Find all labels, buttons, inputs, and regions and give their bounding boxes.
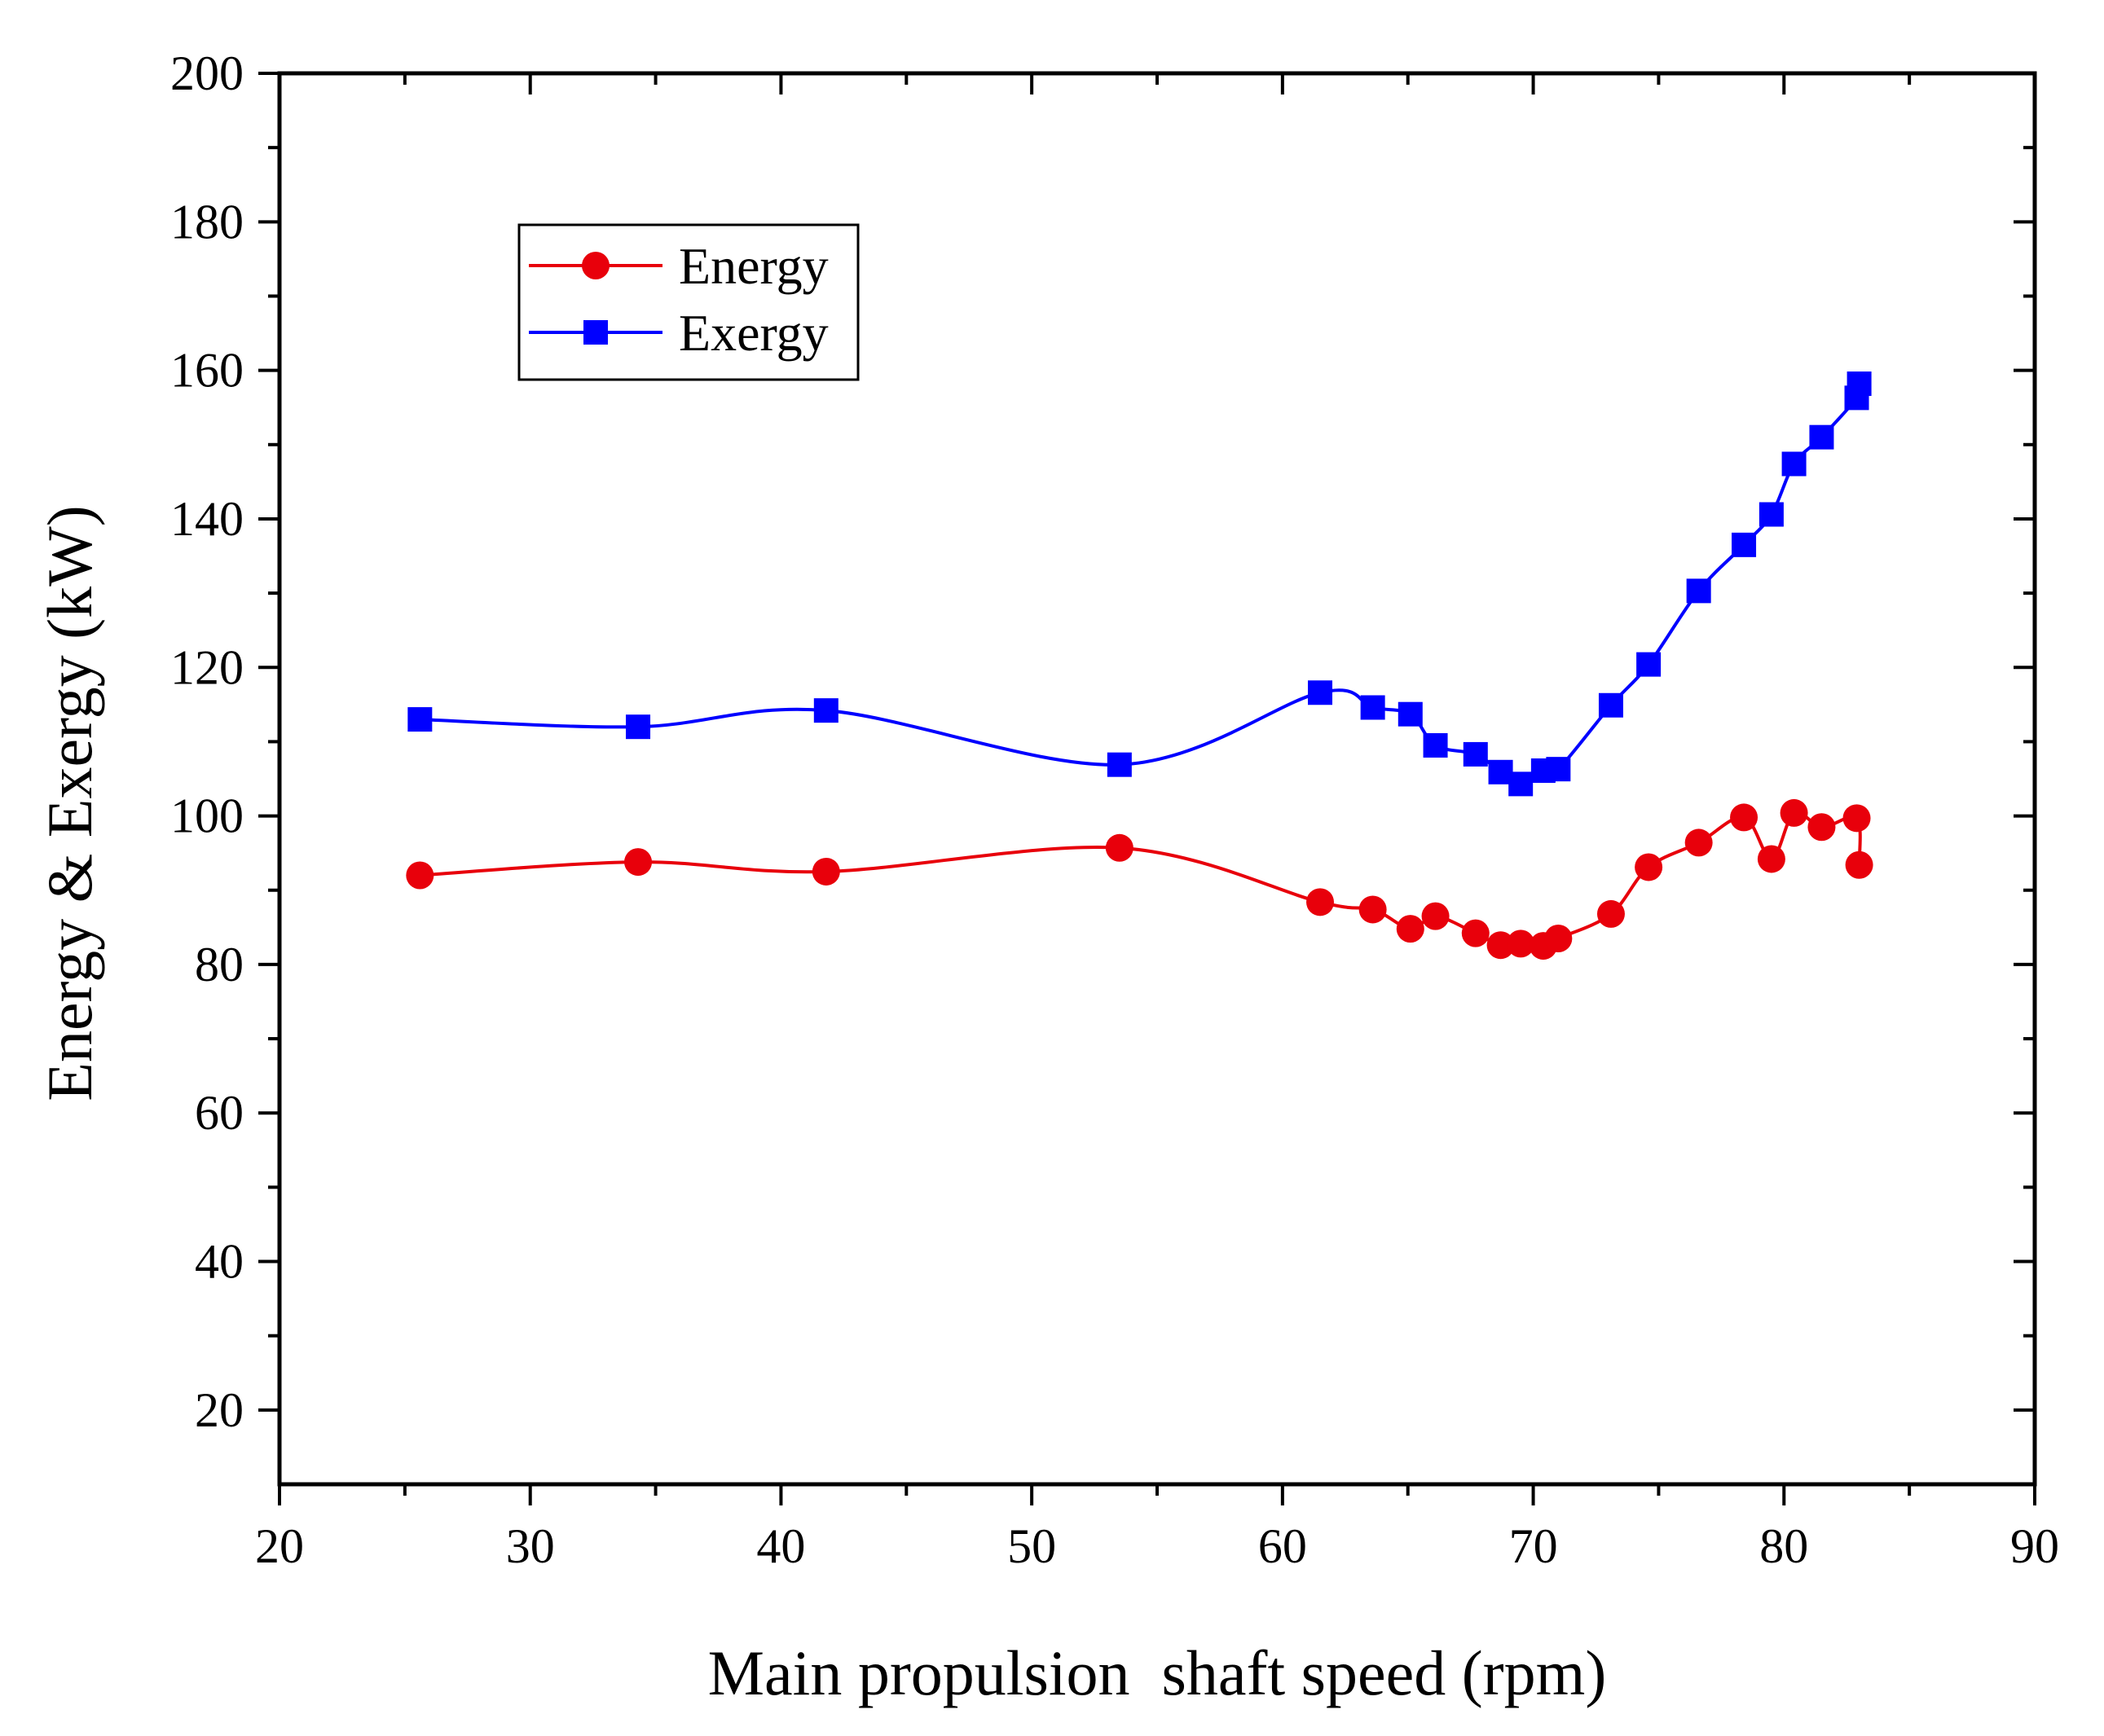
exergy-point — [1847, 371, 1872, 397]
energy-point — [624, 848, 653, 877]
x-tick-label: 80 — [1759, 1519, 1808, 1573]
y-tick-label: 200 — [170, 46, 244, 100]
legend-box — [517, 223, 860, 381]
exergy-point — [1809, 424, 1834, 450]
x-tick-label: 20 — [255, 1519, 304, 1573]
energy-point — [406, 861, 434, 890]
y-tick-label: 140 — [170, 492, 244, 546]
exergy-point — [1423, 732, 1448, 758]
ticks-layer — [258, 72, 2036, 1505]
energy-point — [1635, 853, 1663, 881]
exergy-point — [1598, 692, 1623, 718]
exergy-point — [1781, 451, 1807, 477]
exergy-point — [1107, 752, 1132, 777]
energy-point — [1396, 915, 1424, 943]
y-axis-title: Energy & Exergy (kW) — [34, 505, 105, 1101]
energy-point — [1306, 888, 1335, 916]
energy-point — [1544, 924, 1573, 952]
series-layer — [406, 371, 1873, 960]
energy-point — [1461, 919, 1490, 947]
energy-point — [1684, 828, 1713, 857]
x-tick-label: 30 — [506, 1519, 555, 1573]
energy-point — [1730, 803, 1758, 832]
exergy-point — [626, 714, 651, 740]
y-tick-label: 180 — [170, 195, 244, 248]
exergy-point — [1758, 502, 1784, 527]
x-tick-label: 50 — [1007, 1519, 1056, 1573]
legend-label-exergy: Exergy — [679, 304, 829, 362]
x-tick-label: 40 — [756, 1519, 805, 1573]
energy-point — [1421, 902, 1450, 930]
y-tick-label: 80 — [195, 938, 244, 991]
exergy-point — [1686, 578, 1711, 604]
x-tick-label: 60 — [1258, 1519, 1307, 1573]
energy-point — [1105, 833, 1133, 862]
energy-point — [1596, 899, 1625, 928]
energy-point — [1807, 813, 1836, 842]
legend-label-energy: Energy — [679, 237, 829, 295]
y-tick-label: 160 — [170, 344, 244, 398]
energy-point — [1486, 931, 1515, 960]
exergy-point — [1398, 701, 1423, 727]
energy-point — [1845, 850, 1873, 879]
y-tick-label: 100 — [170, 789, 244, 843]
y-tick-label: 40 — [195, 1235, 244, 1289]
exergy-point — [1508, 771, 1534, 797]
x-axis-title: Main propulsion shaft speed (rpm) — [708, 1637, 1607, 1708]
exergy-point — [407, 707, 433, 732]
energy-point — [1780, 798, 1808, 827]
energy-point — [1358, 895, 1387, 924]
energy-point — [1842, 804, 1871, 833]
exergy-point — [813, 698, 839, 723]
exergy-point — [1463, 741, 1488, 767]
exergy-point — [1546, 757, 1571, 782]
y-tick-label: 120 — [170, 640, 244, 694]
exergy-point — [1308, 680, 1333, 705]
exergy-point — [1636, 652, 1662, 677]
y-tick-label: 60 — [195, 1086, 244, 1140]
tick-labels-layer: 20 30 40 50 60 70 80 90 20 40 60 80 100 120 140 160 180 2… — [170, 46, 2059, 1573]
energy-point — [812, 857, 840, 886]
x-tick-label: 90 — [2010, 1519, 2059, 1573]
legend-marker-exergy — [583, 320, 608, 345]
exergy-point — [1360, 695, 1385, 720]
energy-point — [1757, 845, 1785, 873]
energy-point — [1507, 930, 1535, 958]
exergy-point — [1732, 532, 1757, 557]
legend-marker-energy — [582, 252, 610, 279]
y-tick-label: 20 — [195, 1383, 244, 1437]
x-tick-label: 70 — [1509, 1519, 1558, 1573]
legend: Energy Exergy — [517, 223, 860, 381]
